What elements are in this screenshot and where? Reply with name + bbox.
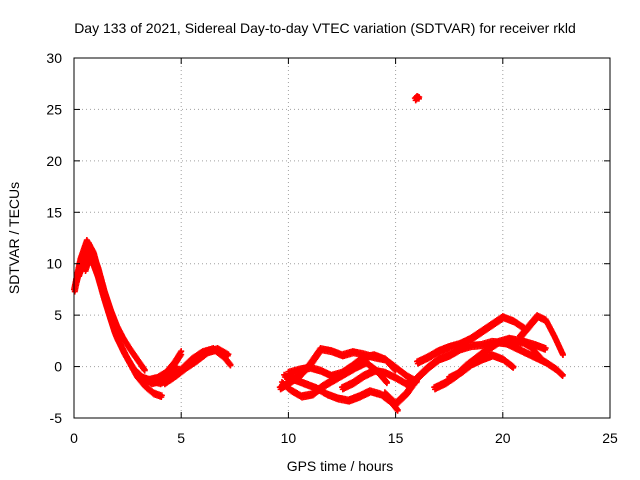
y-axis-label: SDTVAR / TECUs xyxy=(6,182,22,294)
grid-lines xyxy=(74,58,610,418)
data-points xyxy=(71,93,566,414)
data-point xyxy=(227,361,234,368)
x-tick-label: 15 xyxy=(388,430,404,446)
data-point xyxy=(158,392,165,399)
x-axis-label: GPS time / hours xyxy=(287,458,394,474)
x-tick-label: 20 xyxy=(495,430,511,446)
y-tick-label: 25 xyxy=(46,101,62,117)
y-tick-label: 30 xyxy=(46,50,62,66)
y-tick-label: 10 xyxy=(46,256,62,272)
y-tick-label: 0 xyxy=(54,359,62,375)
data-point xyxy=(178,348,185,355)
x-tick-label: 5 xyxy=(177,430,185,446)
y-tick-label: 20 xyxy=(46,153,62,169)
data-point xyxy=(225,351,232,358)
axis-ticks: 0 5 10 15 20 25 -5 0 5 10 15 20 25 30 xyxy=(46,50,618,446)
x-tick-label: 10 xyxy=(281,430,297,446)
data-point xyxy=(141,366,148,373)
y-tick-label: 15 xyxy=(46,204,62,220)
y-tick-label: -5 xyxy=(50,410,63,426)
chart-title: Day 133 of 2021, Sidereal Day-to-day VTE… xyxy=(74,20,576,36)
x-tick-label: 25 xyxy=(602,430,618,446)
plot-frame xyxy=(73,57,611,419)
x-tick-label: 0 xyxy=(70,430,78,446)
y-tick-label: 5 xyxy=(54,307,62,323)
